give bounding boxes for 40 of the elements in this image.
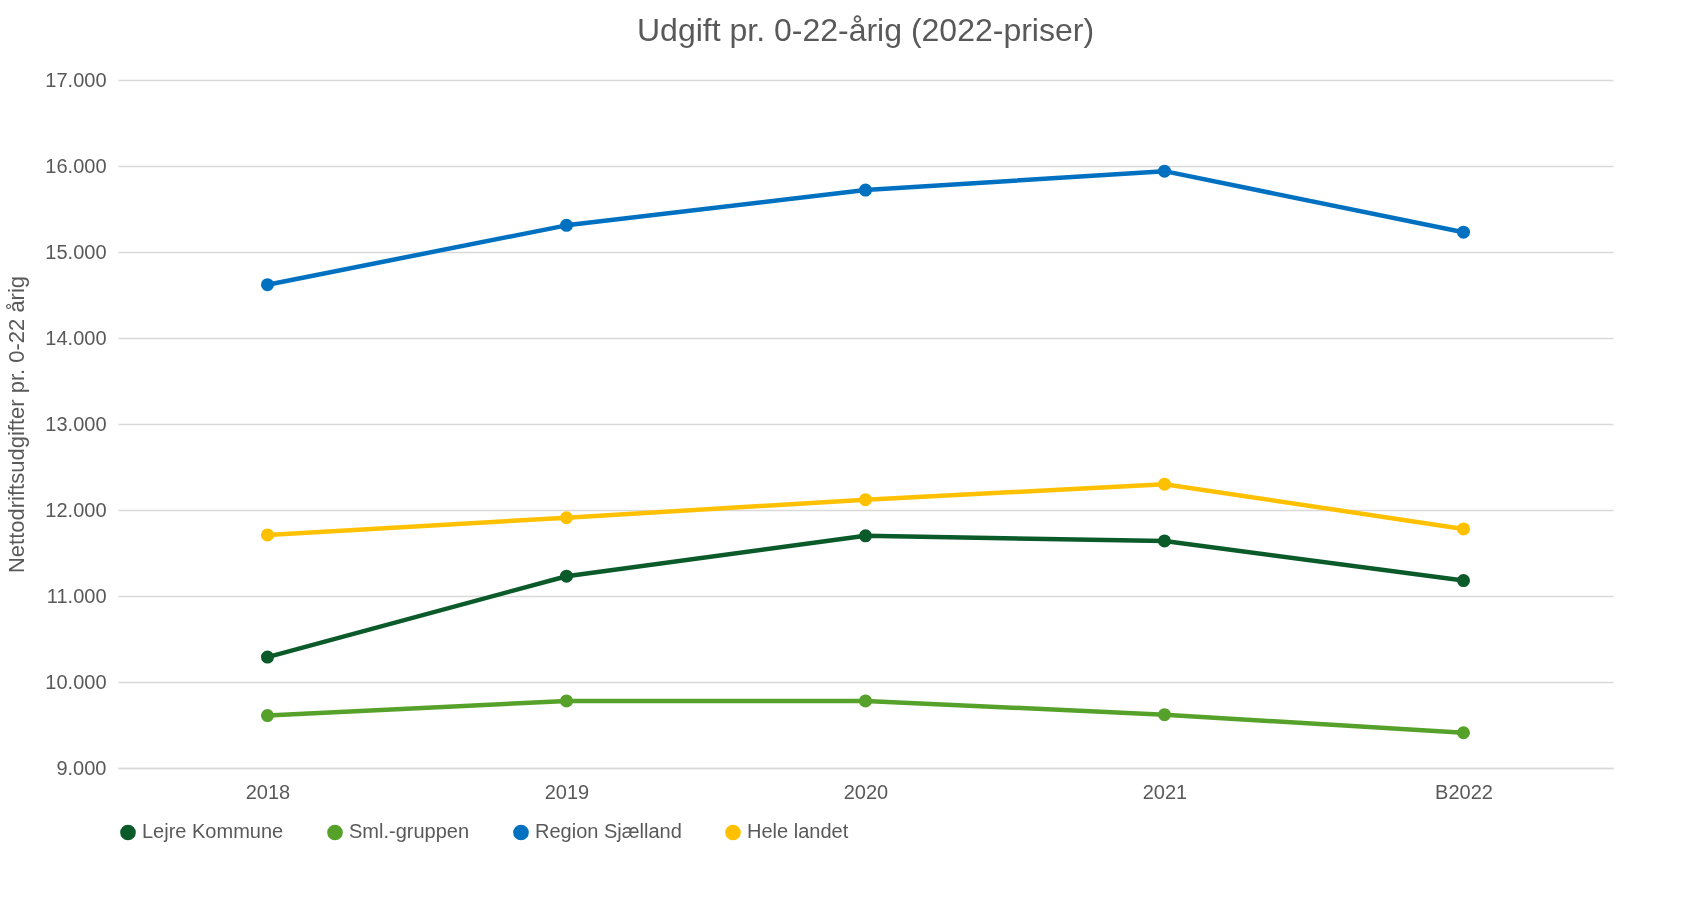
- x-tick-label: B2022: [1435, 780, 1493, 803]
- point: [1456, 726, 1471, 740]
- y-tick-label: 16.000: [45, 154, 107, 177]
- chart-title: Udgift pr. 0-22-årig (2022-priser): [636, 12, 1095, 48]
- legend-label: Lejre Kommune: [142, 820, 284, 843]
- legend-label: Region Sjælland: [535, 820, 682, 843]
- point: [1157, 708, 1172, 722]
- legend-label: Sml.-gruppen: [349, 820, 470, 843]
- point: [1157, 534, 1172, 548]
- x-tick-label: 2021: [1142, 780, 1188, 803]
- point: [260, 709, 275, 723]
- y-tick-label: 14.000: [45, 326, 107, 349]
- point: [858, 529, 873, 543]
- point: [260, 278, 275, 292]
- x-tick-label: 2019: [544, 780, 590, 803]
- point: [559, 511, 574, 525]
- point: [1456, 522, 1471, 536]
- point: [1456, 225, 1471, 239]
- point: [260, 528, 275, 542]
- y-tick-label: 10.000: [45, 670, 107, 693]
- y-axis-title: Nettodriftsudgifter pr. 0-22 årig: [4, 275, 30, 574]
- y-tick-label: 13.000: [45, 412, 107, 435]
- y-tick-label: 15.000: [45, 240, 107, 263]
- point: [858, 694, 873, 708]
- point: [1157, 477, 1172, 491]
- point: [858, 183, 873, 197]
- y-tick-label: 11.000: [46, 584, 107, 607]
- legend-label: Hele landet: [747, 820, 849, 843]
- x-tick-label: 2020: [843, 780, 889, 803]
- point: [559, 218, 574, 232]
- point: [858, 493, 873, 507]
- point: [559, 569, 574, 583]
- point: [260, 650, 275, 664]
- y-tick-label: 9.000: [56, 756, 107, 779]
- y-tick-label: 12.000: [45, 498, 107, 521]
- point: [559, 694, 574, 708]
- x-tick-label: 2018: [245, 780, 291, 803]
- point: [1157, 164, 1172, 178]
- y-tick-label: 17.000: [45, 68, 107, 91]
- point: [1456, 574, 1471, 588]
